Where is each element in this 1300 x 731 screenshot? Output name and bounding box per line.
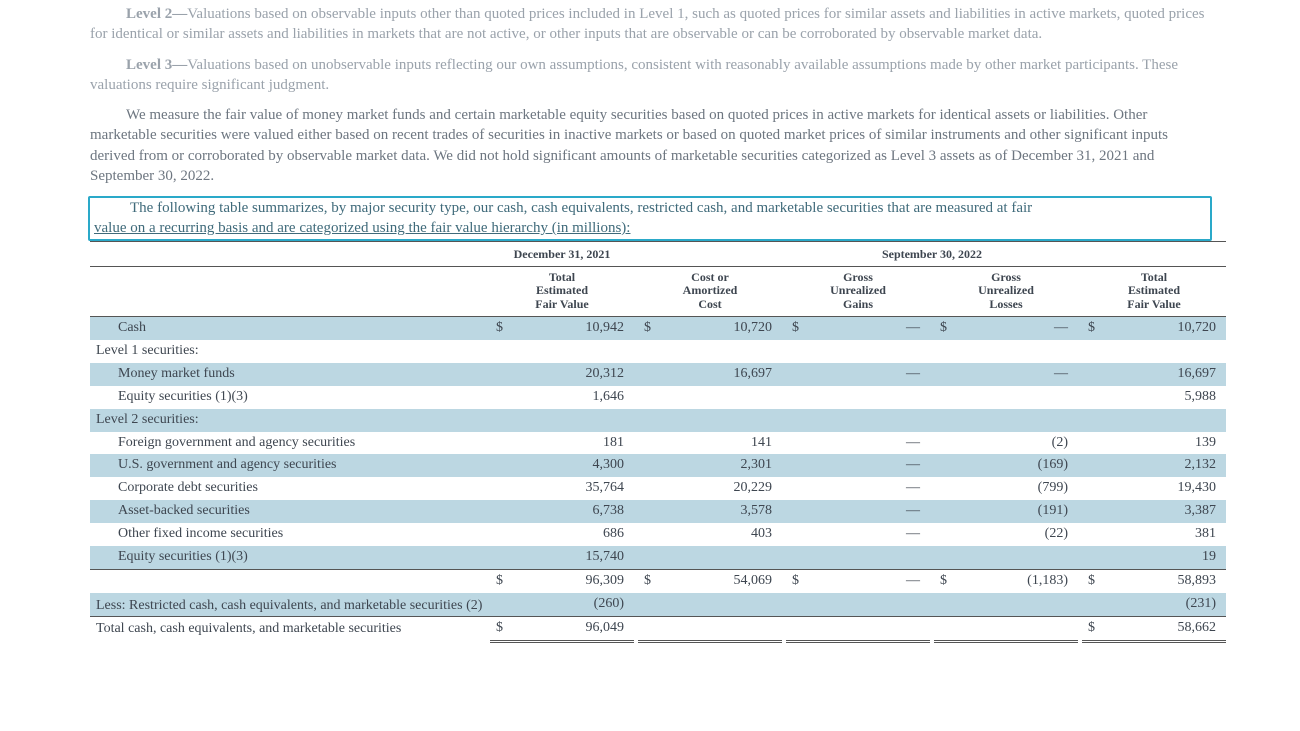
row-foreign-gov: Foreign government and agency securities… [90, 432, 1226, 455]
row-total: Total cash, cash equivalents, and market… [90, 616, 1226, 641]
col-gains: Gross Unrealized Gains [786, 266, 930, 316]
fair-value-table: December 31, 2021 September 30, 2022 Tot… [90, 241, 1226, 643]
highlight-line2: value on a recurring basis and are categ… [94, 220, 630, 236]
level2-lead: Level 2— [126, 6, 187, 22]
row-level1-header: Level 1 securities: [90, 340, 1226, 363]
row-abs: Asset-backed securities 6,738 3,578 — (1… [90, 500, 1226, 523]
document-page: Level 2—Valuations based on observable i… [0, 0, 1300, 673]
level2-body: Valuations based on observable inputs ot… [90, 6, 1204, 42]
column-header-row: Total Estimated Fair Value Cost or Amort… [90, 266, 1226, 316]
row-corporate-debt: Corporate debt securities 35,764 20,229 … [90, 477, 1226, 500]
period-2: September 30, 2022 [638, 241, 1226, 266]
row-cash: Cash $10,942 $10,720 $— $— $10,720 [90, 317, 1226, 340]
row-level2-header: Level 2 securities: [90, 409, 1226, 432]
level3-paragraph: Level 3—Valuations based on unobservable… [90, 55, 1210, 96]
row-us-gov: U.S. government and agency securities 4,… [90, 454, 1226, 477]
row-other-fixed-income: Other fixed income securities 686 403 — … [90, 523, 1226, 546]
table-intro-highlight: The following table summarizes, by major… [88, 196, 1212, 241]
col-total-fv-2022: Total Estimated Fair Value [1082, 266, 1226, 316]
level2-paragraph: Level 2—Valuations based on observable i… [90, 4, 1210, 45]
col-total-fv-2021: Total Estimated Fair Value [490, 266, 634, 316]
level3-body: Valuations based on unobservable inputs … [90, 57, 1178, 93]
row-equity-l1: Equity securities (1)(3) 1,646 5,988 [90, 386, 1226, 409]
col-losses: Gross Unrealized Losses [934, 266, 1078, 316]
period-header-row: December 31, 2021 September 30, 2022 [90, 241, 1226, 266]
row-money-market-funds: Money market funds 20,312 16,697 — — 16,… [90, 363, 1226, 386]
col-cost: Cost or Amortized Cost [638, 266, 782, 316]
row-subtotal: $96,309 $54,069 $— $(1,183) $58,893 [90, 569, 1226, 592]
period-1: December 31, 2021 [490, 241, 634, 266]
measurement-paragraph: We measure the fair value of money marke… [90, 105, 1210, 186]
highlight-line1: The following table summarizes, by major… [94, 198, 1206, 218]
level3-lead: Level 3— [126, 57, 187, 73]
row-equity-l2: Equity securities (1)(3) 15,740 19 [90, 546, 1226, 569]
row-less-restricted: Less: Restricted cash, cash equivalents,… [90, 593, 1226, 616]
